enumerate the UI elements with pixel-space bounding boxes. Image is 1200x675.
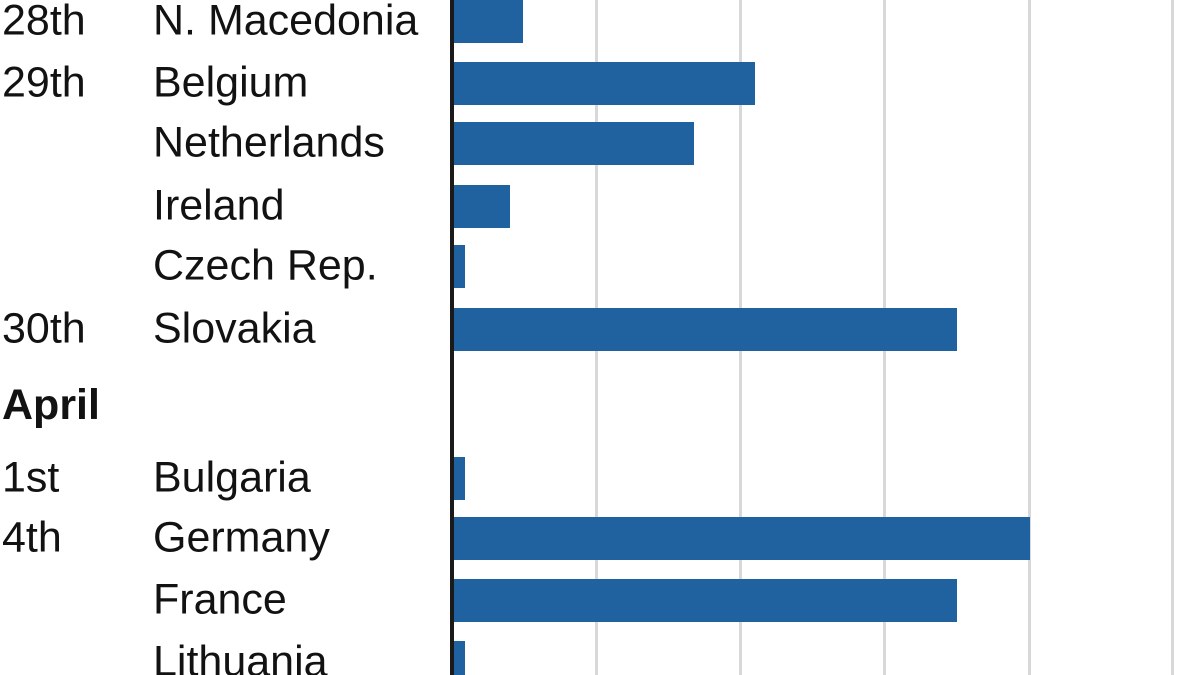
chart-row: Ireland bbox=[0, 181, 1200, 230]
country-label: Bulgaria bbox=[153, 453, 311, 502]
gridline bbox=[1028, 0, 1031, 675]
chart-row: 28th N. Macedonia bbox=[0, 0, 1200, 43]
country-label: Lithuania bbox=[153, 637, 328, 675]
country-label: Germany bbox=[153, 513, 330, 562]
country-label: Netherlands bbox=[153, 118, 385, 167]
country-label: France bbox=[153, 575, 287, 624]
value-bar bbox=[452, 641, 465, 675]
country-label: Slovakia bbox=[153, 304, 316, 353]
value-bar bbox=[452, 457, 465, 500]
value-bar bbox=[452, 579, 957, 622]
date-label: 29th bbox=[2, 58, 86, 107]
chart-row: Czech Rep. bbox=[0, 241, 1200, 290]
chart-row: 4th Germany bbox=[0, 513, 1200, 562]
country-label: Belgium bbox=[153, 58, 309, 107]
value-bar bbox=[452, 0, 523, 43]
chart-row: 1st Bulgaria bbox=[0, 453, 1200, 502]
date-label: 1st bbox=[2, 453, 60, 502]
country-label: Czech Rep. bbox=[153, 241, 378, 290]
value-bar bbox=[452, 185, 510, 228]
chart-row: Netherlands bbox=[0, 118, 1200, 167]
gridline bbox=[1171, 0, 1174, 675]
value-bar bbox=[452, 245, 465, 288]
value-bar bbox=[452, 122, 695, 165]
chart-row: 30th Slovakia bbox=[0, 304, 1200, 353]
chart-row: Lithuania bbox=[0, 637, 1200, 675]
value-bar bbox=[452, 62, 755, 105]
date-label: 30th bbox=[2, 304, 86, 353]
country-label: Ireland bbox=[153, 181, 285, 230]
value-bar bbox=[452, 517, 1031, 560]
month-section-header: April bbox=[2, 381, 100, 429]
chart-row: France bbox=[0, 575, 1200, 624]
chart-row: 29th Belgium bbox=[0, 58, 1200, 107]
date-label: 4th bbox=[2, 513, 62, 562]
date-label: 28th bbox=[2, 0, 86, 45]
country-label: N. Macedonia bbox=[153, 0, 419, 45]
y-axis-line bbox=[450, 0, 454, 675]
value-bar bbox=[452, 308, 957, 351]
